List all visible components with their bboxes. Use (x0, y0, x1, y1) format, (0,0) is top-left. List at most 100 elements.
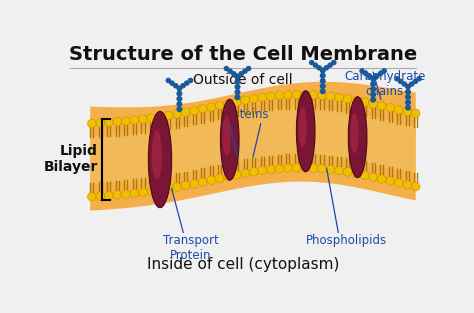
Circle shape (395, 77, 399, 81)
Circle shape (198, 178, 207, 186)
Circle shape (235, 85, 240, 89)
Circle shape (243, 69, 247, 73)
Circle shape (406, 84, 410, 89)
Circle shape (352, 169, 360, 178)
Circle shape (173, 110, 182, 118)
Circle shape (371, 82, 375, 86)
Circle shape (386, 104, 394, 112)
Circle shape (371, 92, 375, 97)
Circle shape (96, 192, 105, 200)
Circle shape (88, 192, 96, 201)
Circle shape (207, 176, 215, 184)
Circle shape (326, 165, 335, 174)
Circle shape (320, 68, 325, 73)
Circle shape (228, 69, 232, 73)
Circle shape (224, 66, 228, 71)
Polygon shape (90, 107, 416, 184)
Circle shape (113, 191, 122, 199)
Circle shape (369, 100, 377, 108)
Circle shape (301, 90, 309, 99)
Circle shape (224, 172, 232, 181)
Circle shape (96, 119, 105, 127)
Circle shape (301, 164, 309, 172)
Circle shape (328, 63, 332, 67)
Circle shape (386, 177, 394, 185)
Ellipse shape (222, 116, 231, 156)
Circle shape (241, 169, 249, 177)
Circle shape (173, 84, 178, 88)
Ellipse shape (299, 107, 307, 148)
Ellipse shape (151, 113, 169, 194)
Circle shape (232, 171, 241, 179)
Circle shape (309, 91, 318, 99)
Circle shape (177, 102, 182, 106)
Circle shape (215, 101, 224, 110)
Circle shape (190, 106, 198, 115)
Circle shape (318, 91, 326, 100)
Circle shape (313, 63, 318, 67)
Circle shape (177, 96, 182, 101)
Circle shape (417, 77, 421, 81)
Circle shape (371, 76, 375, 81)
Circle shape (130, 116, 139, 124)
Circle shape (320, 89, 325, 94)
Circle shape (292, 90, 301, 99)
Circle shape (215, 174, 224, 182)
Circle shape (207, 103, 215, 111)
Circle shape (246, 66, 251, 71)
Text: Lipid
Bilayer: Lipid Bilayer (44, 144, 98, 174)
Circle shape (320, 79, 325, 83)
Circle shape (173, 183, 182, 191)
Circle shape (105, 118, 113, 127)
Circle shape (292, 164, 301, 172)
Circle shape (170, 81, 174, 85)
Circle shape (402, 82, 406, 86)
Circle shape (326, 92, 335, 100)
Circle shape (235, 90, 240, 95)
Circle shape (375, 74, 379, 78)
Ellipse shape (148, 111, 172, 208)
Circle shape (406, 95, 410, 100)
Circle shape (335, 167, 343, 175)
Circle shape (139, 115, 147, 123)
Circle shape (324, 66, 328, 70)
Circle shape (343, 168, 352, 176)
Text: Phospholipids: Phospholipids (305, 234, 387, 247)
Circle shape (122, 117, 130, 125)
Circle shape (283, 164, 292, 172)
Circle shape (369, 173, 377, 181)
Circle shape (394, 179, 403, 187)
Circle shape (147, 114, 156, 122)
Circle shape (235, 95, 240, 100)
Ellipse shape (153, 129, 161, 170)
Circle shape (403, 181, 411, 189)
Circle shape (335, 93, 343, 102)
Circle shape (275, 91, 283, 100)
Circle shape (188, 79, 192, 83)
Ellipse shape (296, 91, 315, 172)
Circle shape (394, 105, 403, 114)
Circle shape (164, 184, 173, 193)
Circle shape (310, 60, 314, 64)
Circle shape (309, 164, 318, 172)
Circle shape (177, 86, 182, 91)
Circle shape (360, 171, 369, 179)
Circle shape (399, 79, 403, 84)
Circle shape (343, 95, 352, 103)
Circle shape (130, 189, 139, 198)
Circle shape (235, 80, 240, 84)
Circle shape (235, 74, 240, 79)
Circle shape (266, 165, 275, 174)
Circle shape (382, 69, 386, 73)
Ellipse shape (348, 97, 367, 178)
Circle shape (177, 91, 182, 96)
Ellipse shape (350, 113, 359, 154)
Circle shape (258, 93, 266, 102)
Circle shape (232, 98, 241, 106)
Circle shape (239, 72, 243, 76)
Circle shape (156, 186, 164, 194)
Circle shape (190, 180, 198, 188)
Circle shape (360, 69, 364, 73)
Circle shape (378, 71, 383, 75)
Circle shape (232, 72, 236, 76)
